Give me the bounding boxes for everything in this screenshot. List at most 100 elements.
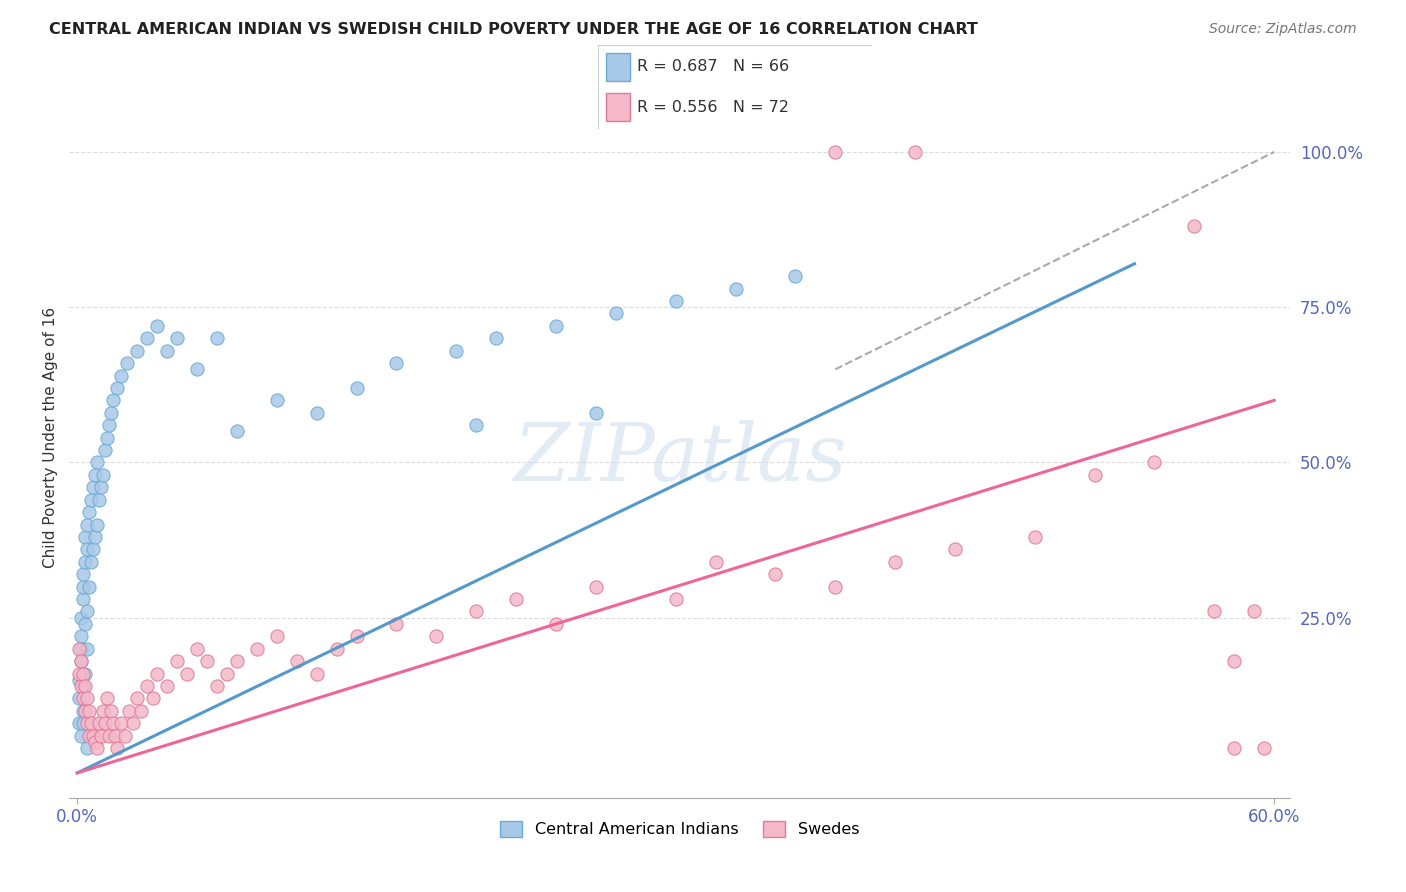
Point (67, 716, 90, 731)
Point (305, 406, 328, 420)
Point (136, 679, 159, 693)
Point (665, 592, 688, 607)
Point (90, 729, 112, 743)
Point (86, 517, 108, 532)
Point (385, 356, 408, 370)
Point (824, 580, 846, 594)
Point (86, 741, 108, 756)
Point (943, 542, 966, 557)
Point (82, 542, 104, 557)
Point (166, 654, 188, 668)
Point (465, 418, 488, 433)
Point (82, 729, 104, 743)
Point (266, 393, 288, 408)
Point (76, 641, 98, 656)
Point (76, 741, 98, 756)
Point (1204, 605, 1226, 619)
Point (101, 716, 124, 731)
Point (105, 741, 128, 756)
Point (266, 629, 288, 643)
Text: Source: ZipAtlas.com: Source: ZipAtlas.com (1209, 22, 1357, 37)
Point (100, 704, 122, 718)
FancyBboxPatch shape (598, 45, 872, 129)
FancyBboxPatch shape (606, 54, 630, 80)
Point (1253, 741, 1275, 756)
Point (84, 467, 107, 482)
Point (129, 704, 152, 718)
Point (176, 666, 198, 681)
Point (89, 716, 111, 731)
Point (76, 542, 98, 557)
Point (305, 666, 328, 681)
Text: R = 0.556   N = 72: R = 0.556 N = 72 (637, 100, 789, 115)
Point (86, 455, 108, 469)
Point (114, 729, 136, 743)
Point (84, 735, 107, 749)
Point (285, 654, 308, 668)
Point (98, 418, 121, 433)
Point (75, 666, 97, 681)
Point (215, 666, 238, 681)
Point (904, 145, 927, 159)
Point (1143, 455, 1166, 469)
Point (72, 666, 94, 681)
Point (1184, 219, 1206, 234)
Point (76, 716, 98, 731)
Point (118, 704, 141, 718)
Point (485, 331, 508, 345)
Point (1084, 467, 1107, 482)
Point (110, 368, 132, 383)
Point (80, 555, 103, 569)
Point (84, 530, 107, 544)
Point (225, 654, 247, 668)
Point (142, 691, 165, 706)
Point (425, 629, 447, 643)
Point (72, 567, 94, 582)
Point (70, 629, 93, 643)
Point (585, 406, 607, 420)
Point (96, 431, 118, 445)
Point (89, 492, 111, 507)
Point (80, 492, 103, 507)
Y-axis label: Child Poverty Under the Age of 16: Child Poverty Under the Age of 16 (44, 307, 58, 568)
Point (75, 555, 97, 569)
Point (98, 729, 121, 743)
Point (605, 306, 627, 320)
Point (70, 610, 93, 624)
Point (110, 716, 132, 731)
Point (82, 480, 104, 494)
Point (91, 704, 114, 718)
Point (101, 393, 124, 408)
Point (115, 356, 138, 370)
Point (75, 530, 97, 544)
Point (76, 691, 98, 706)
Point (195, 654, 218, 668)
Point (77, 704, 100, 718)
Point (76, 517, 98, 532)
Point (90, 480, 112, 494)
Point (67, 691, 90, 706)
Point (77, 729, 100, 743)
Point (1223, 654, 1246, 668)
Point (465, 605, 488, 619)
FancyBboxPatch shape (606, 94, 630, 120)
Point (72, 592, 94, 607)
Point (785, 269, 807, 284)
Point (1223, 741, 1246, 756)
Point (246, 641, 269, 656)
Point (146, 666, 169, 681)
Point (94, 716, 117, 731)
Text: R = 0.687   N = 66: R = 0.687 N = 66 (637, 59, 789, 74)
Point (544, 616, 567, 631)
Point (72, 704, 94, 718)
Point (724, 282, 747, 296)
Text: CENTRAL AMERICAN INDIAN VS SWEDISH CHILD POVERTY UNDER THE AGE OF 16 CORRELATION: CENTRAL AMERICAN INDIAN VS SWEDISH CHILD… (49, 22, 979, 37)
Point (765, 567, 787, 582)
Point (82, 729, 104, 743)
Point (156, 679, 179, 693)
Point (72, 716, 94, 731)
Point (80, 716, 103, 731)
Point (325, 641, 347, 656)
Point (1243, 605, 1265, 619)
Point (122, 716, 145, 731)
